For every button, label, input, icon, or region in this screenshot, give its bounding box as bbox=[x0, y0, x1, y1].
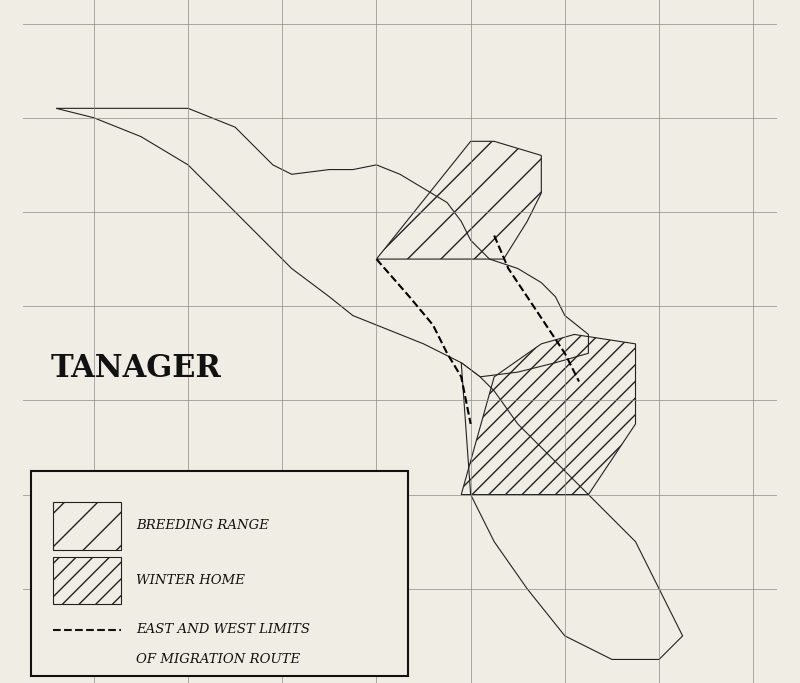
Text: OF MIGRATION ROUTE: OF MIGRATION ROUTE bbox=[136, 652, 300, 666]
Text: EAST AND WEST LIMITS: EAST AND WEST LIMITS bbox=[136, 623, 310, 637]
Text: BREEDING RANGE: BREEDING RANGE bbox=[136, 519, 269, 533]
Bar bbox=[54, 502, 121, 550]
Text: WINTER HOME: WINTER HOME bbox=[136, 574, 245, 587]
Bar bbox=[54, 557, 121, 604]
Polygon shape bbox=[462, 363, 682, 660]
FancyBboxPatch shape bbox=[30, 471, 407, 676]
Polygon shape bbox=[56, 109, 589, 377]
Text: TANAGER: TANAGER bbox=[50, 353, 222, 385]
